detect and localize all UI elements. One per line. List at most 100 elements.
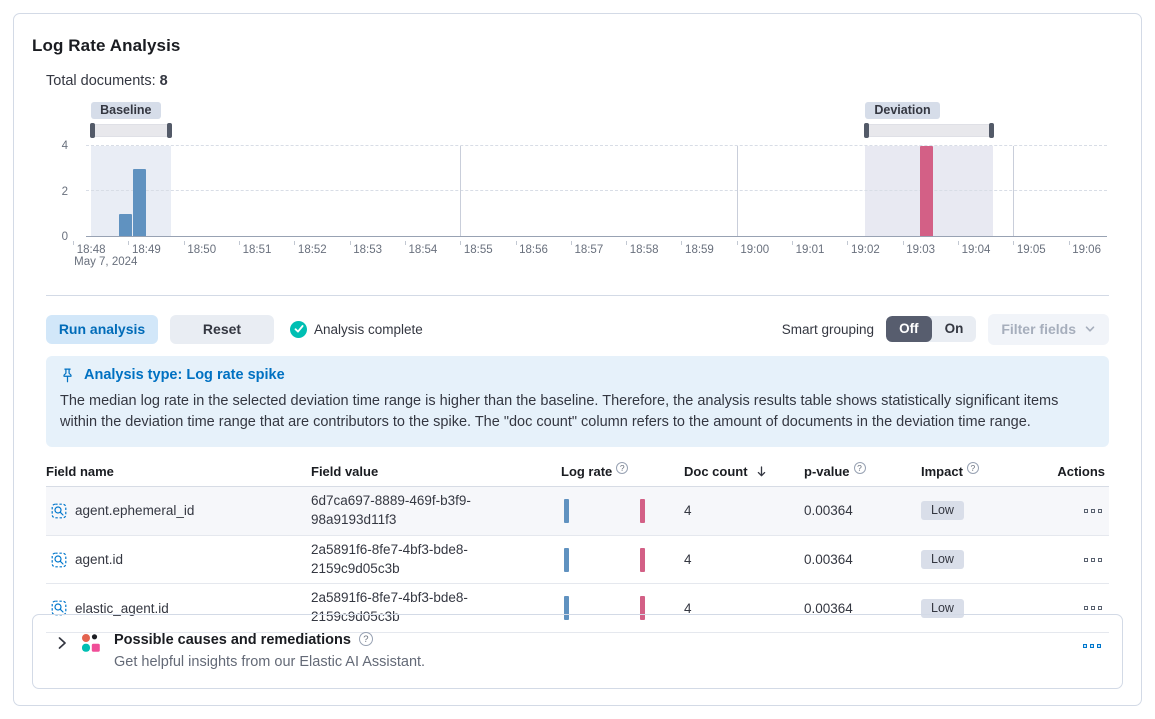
doc-count-cell: 4 [684, 600, 692, 616]
p-value-cell: 0.00364 [804, 552, 853, 568]
insights-actions-button[interactable] [1081, 644, 1102, 648]
log-rate-deviation-bar [640, 596, 645, 621]
baseline-doc-count-bar [133, 168, 147, 236]
log-rate-mini-chart [561, 498, 684, 523]
toggle-on-button[interactable]: On [944, 321, 964, 336]
x-axis-tick-label: 18:51 [242, 244, 272, 256]
x-axis-tickmark [239, 241, 241, 245]
x-axis-tick-label: 19:05 [1016, 244, 1046, 256]
y-axis-tick-label: 0 [61, 231, 68, 243]
x-axis-tick-label: 18:59 [685, 244, 714, 256]
x-axis-tickmark [626, 241, 628, 245]
toggle-off-button[interactable]: Off [886, 316, 932, 342]
brush-layer [86, 123, 1107, 138]
x-axis-tickmark [1068, 241, 1070, 245]
field-value: 2a5891f6-8fe7-4bf3-bde8-2159c9d05c3b [311, 590, 468, 625]
help-icon[interactable]: ? [358, 632, 373, 646]
brush-badge-layer: Baseline Deviation [86, 102, 1107, 120]
chart-plot [86, 145, 1107, 237]
doc-count-cell: 4 [684, 552, 692, 568]
reset-button[interactable]: Reset [170, 314, 274, 344]
filter-fields-button[interactable]: Filter fields [988, 313, 1109, 345]
y-axis-labels: 0 2 4 [46, 140, 78, 243]
filter-field-icon[interactable] [51, 503, 67, 519]
callout-body: The median log rate in the selected devi… [60, 393, 1059, 431]
column-header-field-name[interactable]: Field name [46, 463, 114, 479]
impact-badge: Low [921, 550, 964, 570]
baseline-badge: Baseline [91, 102, 161, 119]
info-icon[interactable]: ? [853, 461, 866, 474]
x-axis-tickmark [847, 241, 849, 245]
table-row: elastic_agent.id 2a5891f6-8fe7-4bf3-bde8-… [46, 584, 1109, 634]
row-actions-button[interactable] [1082, 606, 1103, 611]
deviation-brush[interactable] [864, 123, 994, 138]
x-axis-tickmark [294, 241, 296, 245]
total-documents-label: Total documents: [46, 73, 156, 89]
column-header-field-value[interactable]: Field value [311, 463, 379, 479]
log-rate-deviation-bar [640, 547, 645, 572]
analysis-toolbar: Run analysis Reset Analysis complete Sma… [46, 313, 1109, 345]
insights-subtitle: Get helpful insights from our Elastic AI… [114, 654, 426, 670]
x-axis-tick-label: 19:02 [850, 244, 880, 256]
chevron-right-icon[interactable] [54, 635, 70, 651]
log-rate-deviation-bar [640, 498, 645, 523]
column-header-impact[interactable]: Impact ? [921, 461, 1054, 479]
smart-grouping-toggle: Off On [886, 316, 977, 342]
insights-title: Possible causes and remediations [114, 632, 351, 648]
x-axis-tickmark [183, 241, 185, 245]
info-icon[interactable]: ? [966, 461, 979, 474]
sort-desc-icon [755, 465, 768, 478]
baseline-brush-handle-left[interactable] [90, 123, 96, 138]
log-rate-mini-chart [561, 596, 684, 621]
divider [46, 295, 1109, 296]
y-gridline [86, 145, 1107, 146]
total-documents: Total documents: 8 [46, 73, 1109, 89]
baseline-brush[interactable] [90, 123, 173, 138]
deviation-brush-handle-left[interactable] [864, 123, 870, 138]
column-header-p-value[interactable]: p-value ? [804, 461, 921, 479]
filter-field-icon[interactable] [51, 600, 67, 616]
deviation-doc-count-bar [919, 146, 933, 236]
x-axis-tick-label: 19:03 [906, 244, 936, 256]
table-body: agent.ephemeral_id 6d7ca697-8889-469f-b3f… [46, 486, 1109, 634]
x-gridline [736, 146, 738, 236]
x-axis-tickmark [349, 241, 351, 245]
x-axis-tick-label: 18:53 [353, 244, 383, 256]
page-title: Log Rate Analysis [32, 36, 181, 55]
x-axis-tick-label: 18:55 [463, 244, 493, 256]
filter-field-icon[interactable] [51, 552, 67, 568]
row-actions-button[interactable] [1082, 557, 1103, 562]
y-gridline [86, 190, 1107, 191]
p-value-cell: 0.00364 [804, 503, 853, 519]
impact-badge: Low [921, 501, 964, 521]
column-header-log-rate[interactable]: Log rate ? [561, 461, 684, 479]
callout-title: Analysis type: Log rate spike [84, 367, 285, 383]
x-axis-tick-label: 18:57 [574, 244, 604, 256]
column-header-doc-count[interactable]: Doc count [684, 464, 804, 479]
row-actions-button[interactable] [1082, 508, 1103, 513]
x-axis-tick-label: 18:58 [629, 244, 659, 256]
baseline-brush-handle-right[interactable] [167, 123, 173, 138]
p-value-cell: 0.00364 [804, 600, 853, 616]
run-analysis-button[interactable]: Run analysis [46, 314, 158, 344]
field-name: elastic_agent.id [75, 600, 169, 616]
x-axis-tick-label: 19:01 [795, 244, 825, 256]
x-axis-tickmark [792, 241, 794, 245]
chevron-down-icon [1084, 323, 1096, 335]
x-axis-tickmark [404, 241, 406, 245]
log-rate-baseline-bar [564, 498, 569, 523]
x-axis-tickmark [515, 241, 517, 245]
log-rate-analysis-panel: Log Rate Analysis Total documents: 8 Bas… [13, 13, 1142, 706]
field-name: agent.ephemeral_id [75, 503, 195, 519]
x-axis-tickmark [128, 241, 130, 245]
filter-fields-label: Filter fields [1001, 321, 1076, 337]
deviation-badge: Deviation [865, 102, 940, 119]
elastic-ai-assistant-icon [81, 633, 101, 653]
y-axis-tick-label: 4 [61, 140, 68, 152]
status-label: Analysis complete [314, 321, 423, 337]
analysis-status: Analysis complete [290, 320, 423, 338]
x-axis-tick-label: 18:49 [132, 244, 161, 256]
info-icon[interactable]: ? [616, 461, 629, 474]
deviation-brush-handle-right[interactable] [988, 123, 994, 138]
